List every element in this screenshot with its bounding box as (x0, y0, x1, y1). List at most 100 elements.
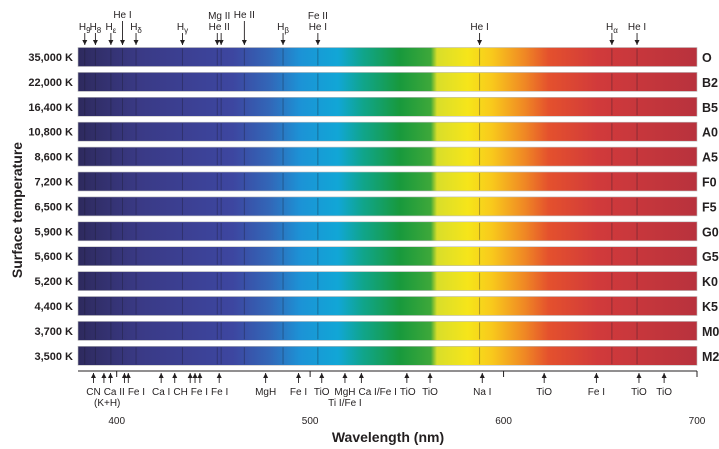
line-label: Fe I (128, 387, 145, 398)
spectrum-strip (78, 247, 697, 266)
arrow-head (480, 373, 485, 378)
spectral-class: A5 (702, 151, 718, 165)
line-label-text: H (606, 22, 613, 33)
spectral-class: G5 (702, 250, 719, 264)
spectral-class: O (702, 51, 712, 65)
temperature-label: 8,600 K (34, 152, 73, 164)
arrow-head (159, 373, 164, 378)
temperature-label: 35,000 K (28, 52, 73, 64)
line-label: Na I (473, 387, 491, 398)
spectrum-strip (78, 222, 697, 241)
line-label-sub: β (284, 26, 289, 35)
line-label: MgH (334, 387, 355, 398)
x-axis-title: Wavelength (nm) (332, 429, 444, 445)
line-label-text: H (79, 22, 86, 33)
arrow-head (126, 373, 131, 378)
line-label: He I (113, 10, 131, 21)
arrow-head (609, 40, 614, 45)
line-label: Fe I (191, 387, 208, 398)
spectrum-strip (78, 48, 697, 67)
arrow-head (101, 373, 106, 378)
line-label-sub: γ (184, 26, 188, 35)
line-label: TiO (422, 387, 438, 398)
x-tick-label: 500 (302, 416, 319, 427)
line-label-sub: α (613, 26, 618, 35)
spectrum-strip (78, 197, 697, 216)
line-label: Fe I (290, 387, 307, 398)
spectrum-strip (78, 97, 697, 116)
temperature-label: 5,200 K (34, 276, 73, 288)
arrow-head (180, 40, 185, 45)
arrow-head (134, 40, 139, 45)
line-label: Ca I (152, 387, 170, 398)
temperature-label: 3,700 K (34, 326, 73, 338)
line-label: He I (470, 22, 488, 33)
line-label: (K+H) (94, 398, 120, 409)
arrow-head (662, 373, 667, 378)
spectrum-strip (78, 272, 697, 291)
arrow-head (242, 40, 247, 45)
line-label-text: H (277, 22, 284, 33)
arrow-head (428, 373, 433, 378)
arrow-head (281, 40, 286, 45)
line-label-text: He I (309, 22, 327, 33)
line-label-text: He II (234, 10, 255, 21)
line-label: CN (86, 387, 100, 398)
line-label-text: H (130, 22, 137, 33)
line-label-text: He I (470, 22, 488, 33)
arrow-head (193, 373, 198, 378)
line-label-sub: 8 (97, 26, 102, 35)
line-label-text: He I (113, 10, 131, 21)
line-label: CH (173, 387, 187, 398)
line-label: Fe II (308, 11, 328, 22)
arrow-head (82, 40, 87, 45)
line-label-sub: ε (113, 26, 117, 35)
arrow-head (108, 373, 113, 378)
line-label: He I (628, 22, 646, 33)
arrow-head (315, 40, 320, 45)
arrow-head (93, 40, 98, 45)
spectral-class: M2 (702, 350, 719, 364)
temperature-label: 3,500 K (34, 351, 73, 363)
arrow-head (635, 40, 640, 45)
line-label-text: H (177, 22, 184, 33)
spectrum-strip (78, 297, 697, 316)
spectrum-strip (78, 122, 697, 141)
line-label-text: He I (628, 22, 646, 33)
spectrum-strip (78, 321, 697, 340)
arrow-head (636, 373, 641, 378)
spectral-class: K5 (702, 300, 718, 314)
temperature-label: 22,000 K (28, 77, 73, 89)
line-label: TiO (631, 387, 647, 398)
line-label-text: He II (209, 22, 230, 33)
arrow-head (172, 373, 177, 378)
arrow-head (217, 373, 222, 378)
arrow-head (296, 373, 301, 378)
line-label: He II (234, 10, 255, 21)
arrow-head (477, 40, 482, 45)
line-label-text: H (105, 22, 112, 33)
line-label-text: H (90, 22, 97, 33)
line-label: He I (309, 22, 327, 33)
line-label-text: Mg II (208, 11, 230, 22)
arrow-head (263, 373, 268, 378)
chart: Surface temperature Wavelength (nm) 35,0… (0, 0, 719, 449)
temperature-label: 5,900 K (34, 226, 73, 238)
arrow-head (342, 373, 347, 378)
arrow-head (219, 40, 224, 45)
line-label: Fe I (588, 387, 605, 398)
line-label: TiO (400, 387, 416, 398)
line-label-sub: δ (137, 26, 142, 35)
arrow-head (108, 40, 113, 45)
line-label: Ti I/Fe I (328, 398, 362, 409)
arrow-head (120, 40, 125, 45)
line-label: Fe I (211, 387, 228, 398)
temperature-label: 7,200 K (34, 177, 73, 189)
arrow-head (359, 373, 364, 378)
spectrum-strip (78, 72, 697, 91)
arrow-head (197, 373, 202, 378)
spectrum-strip (78, 147, 697, 166)
line-label: Ca II (104, 387, 125, 398)
spectral-class: G0 (702, 225, 719, 239)
y-axis-title: Surface temperature (9, 142, 25, 278)
